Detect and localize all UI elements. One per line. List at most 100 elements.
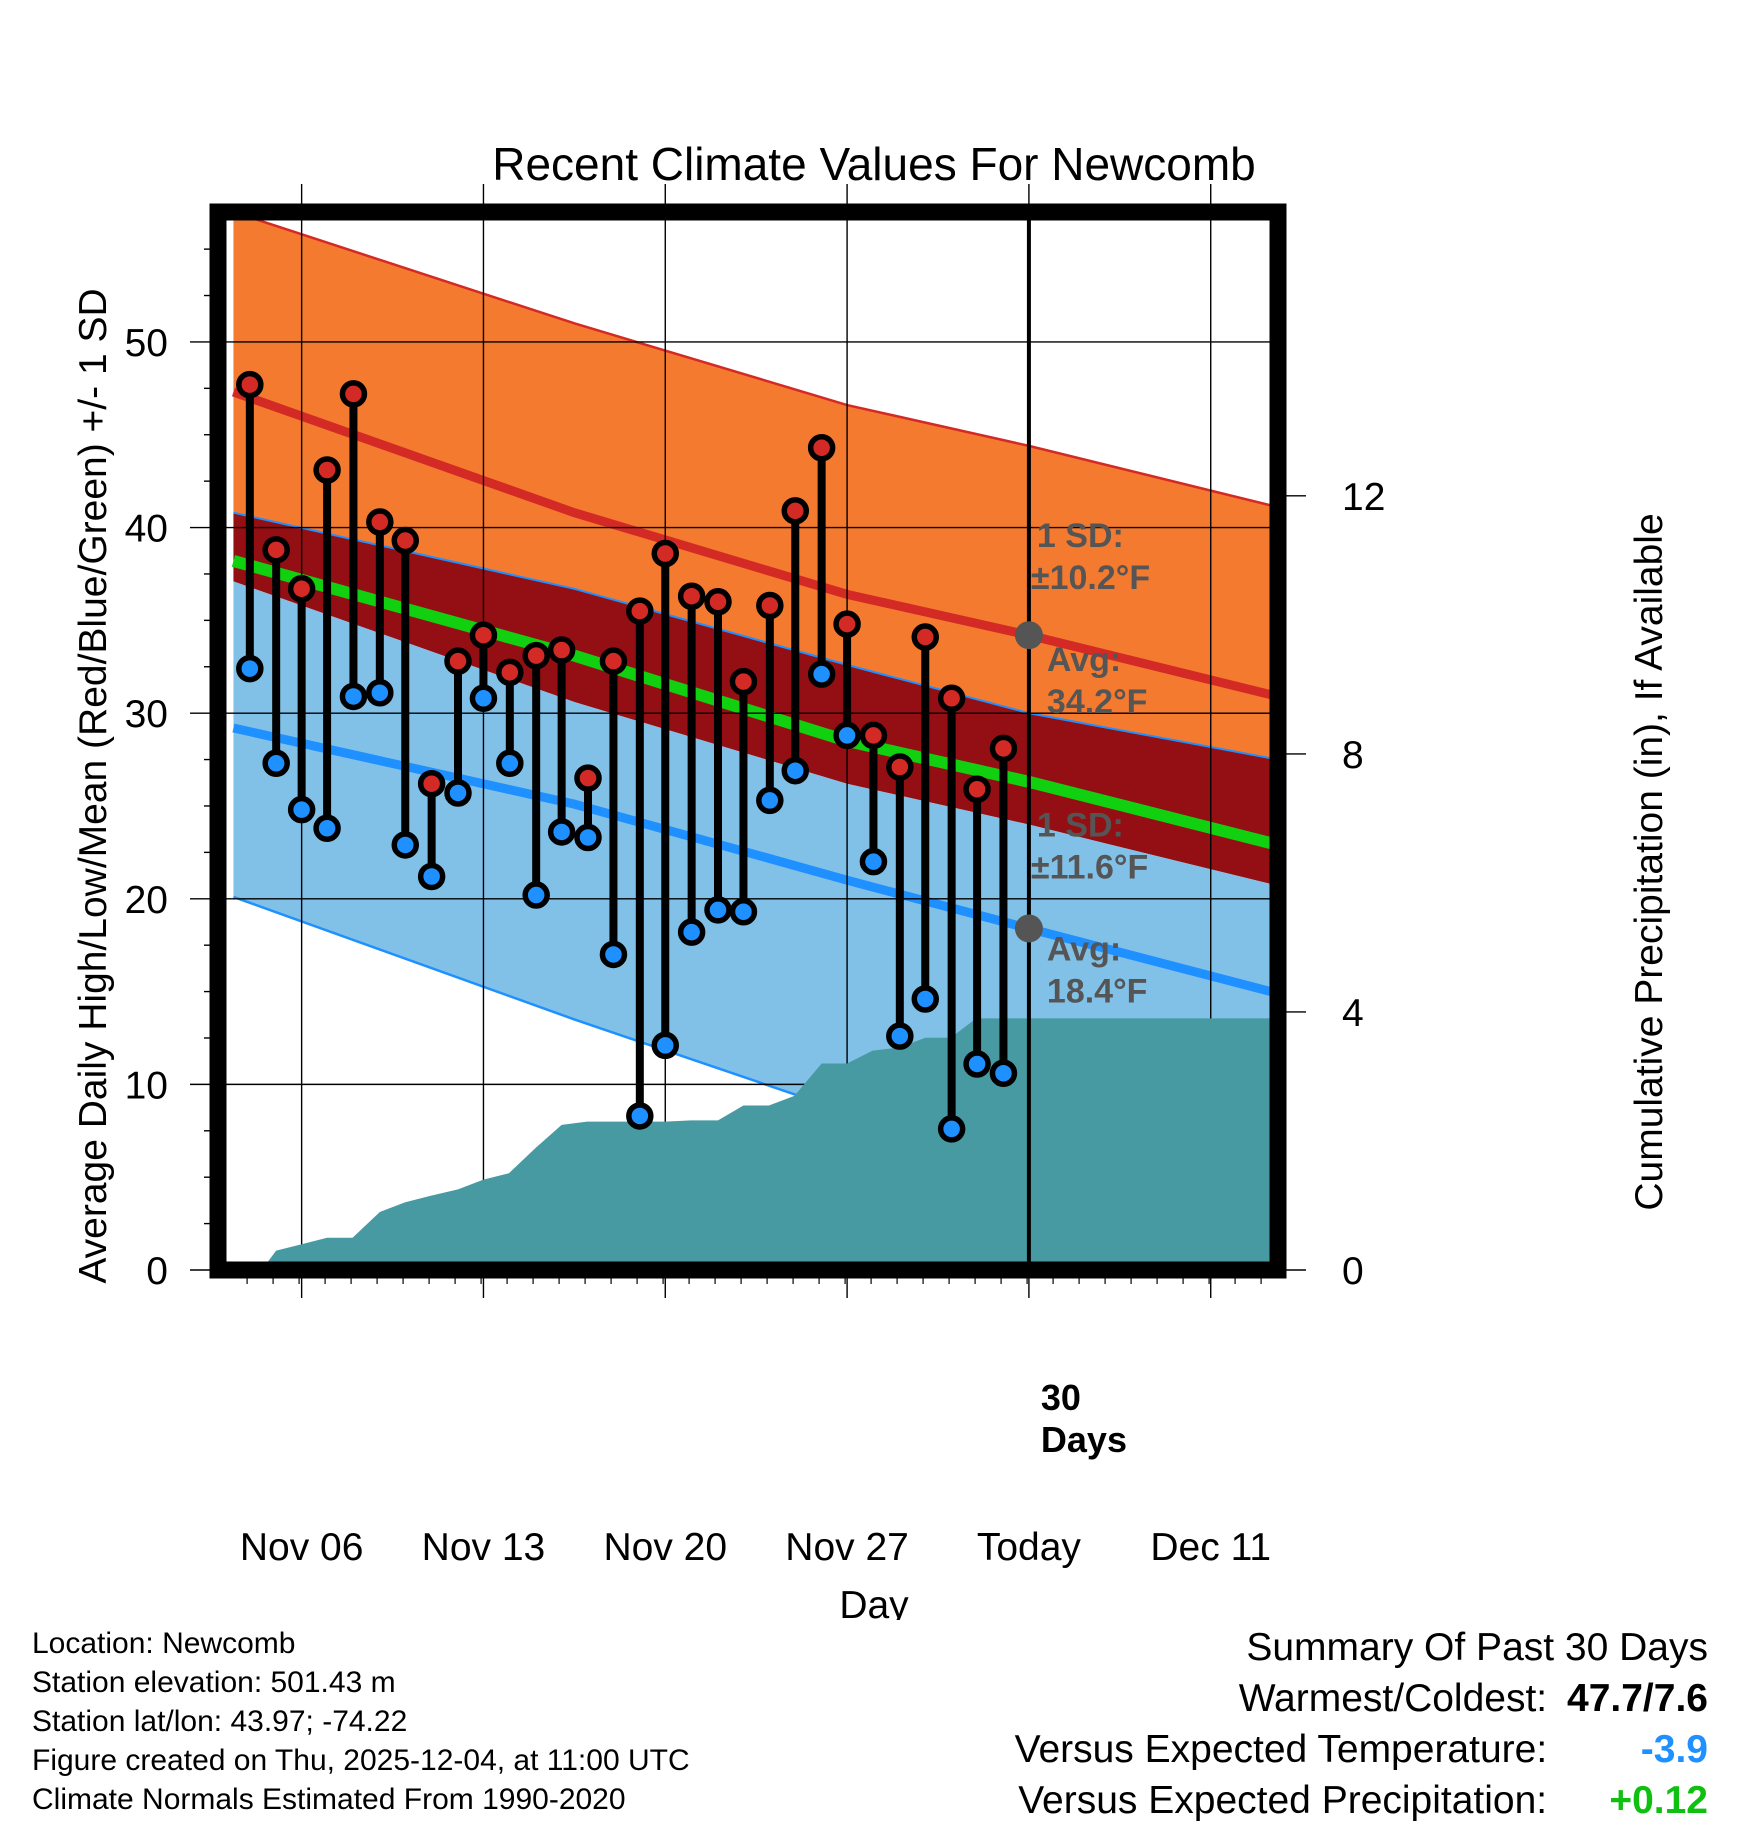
x-tick-label: Nov 27: [785, 1526, 909, 1569]
temp-value: -3.9: [1640, 1728, 1708, 1771]
daily-high-marker: [496, 658, 524, 687]
low-avg-value: 18.4°F: [1047, 972, 1148, 1010]
y2-tick-label: 8: [1342, 734, 1364, 777]
daily-high-marker: [651, 539, 680, 568]
plot-frame: [209, 203, 1287, 1279]
y2-tick-label: 0: [1342, 1250, 1364, 1293]
y2-tick-label: 4: [1342, 992, 1364, 1035]
daily-low-marker: [911, 985, 940, 1013]
daily-low-marker: [574, 823, 602, 852]
today-days-number: 30: [1041, 1377, 1081, 1418]
daily-high-marker: [287, 575, 316, 603]
daily-low-marker: [756, 786, 784, 815]
daily-low-marker: [287, 795, 316, 824]
daily-observations: [236, 370, 1018, 1143]
daily-low-marker: [522, 881, 550, 909]
overlap-band: [233, 512, 1278, 886]
daily-observation: [781, 497, 810, 785]
daily-low-marker: [704, 896, 732, 924]
daily-low-marker: [236, 654, 264, 683]
daily-high-marker: [599, 647, 628, 675]
low-average-dot: [1014, 914, 1043, 943]
daily-low-marker: [781, 756, 810, 785]
x-tick-label: Nov 06: [240, 1526, 364, 1569]
daily-low-marker: [886, 1022, 914, 1050]
y2-tick-label: 12: [1342, 476, 1385, 519]
daily-high-marker: [313, 456, 341, 484]
climate-chart: Recent Climate Values For Newcomb 30Days…: [72, 138, 1671, 1620]
daily-observation: [859, 721, 888, 876]
x-tick-label: Dec 11: [1150, 1526, 1271, 1569]
x-tick-label: Nov 13: [422, 1526, 546, 1569]
normals-text: Climate Normals Estimated From 1990-2020: [32, 1783, 626, 1816]
high-average-dot: [1014, 621, 1043, 650]
daily-low-marker: [366, 678, 394, 707]
summary-temp-row: Versus Expected Temperature: -3.9: [1015, 1724, 1708, 1775]
daily-high-marker: [677, 582, 706, 610]
daily-high-marker: [989, 734, 1018, 763]
daily-high-marker: [236, 370, 264, 399]
daily-low-marker: [963, 1050, 991, 1078]
low-sd-value: ±11.6°F: [1031, 848, 1148, 886]
daily-high-marker: [574, 764, 602, 792]
daily-high-marker: [886, 753, 914, 781]
daily-high-marker: [339, 380, 368, 408]
daily-observation: [522, 641, 550, 909]
daily-low-marker: [989, 1059, 1018, 1087]
daily-observation: [729, 667, 758, 926]
daily-low-marker: [469, 684, 498, 713]
warmest-coldest-value: 47.7/7.6: [1567, 1677, 1708, 1720]
daily-observation: [391, 526, 420, 859]
daily-low-marker: [262, 749, 290, 778]
daily-low-marker: [937, 1115, 966, 1143]
daily-low-marker: [496, 749, 524, 778]
daily-low-marker: [626, 1102, 654, 1130]
daily-high-marker: [626, 597, 654, 625]
daily-high-marker: [756, 591, 784, 620]
daily-observation: [366, 508, 394, 707]
summary-title: Summary Of Past 30 Days: [1246, 1626, 1708, 1669]
warmest-coldest-label: Warmest/Coldest:: [1238, 1677, 1548, 1720]
low-sd-label: 1 SD:: [1037, 806, 1124, 844]
daily-observation: [886, 753, 914, 1050]
daily-observation: [833, 610, 861, 750]
daily-observation: [756, 591, 784, 815]
latlon-text: Station lat/lon: 43.97; -74.22: [32, 1705, 408, 1738]
y-axis-label: Average Daily High/Low/Mean (Red/Blue/Gr…: [72, 288, 115, 1283]
station-info: Location: Newcomb Station elevation: 501…: [32, 1624, 690, 1819]
daily-observation: [547, 636, 576, 846]
summary-warmest-row: Warmest/Coldest: 47.7/7.6: [1015, 1673, 1708, 1724]
daily-high-marker: [417, 769, 446, 798]
daily-low-marker: [651, 1031, 680, 1060]
daily-high-marker: [444, 647, 472, 675]
daily-observation: [963, 775, 991, 1078]
precipitation-fill: [233, 1018, 1278, 1270]
daily-observation: [937, 684, 966, 1143]
high-avg-value: 34.2°F: [1047, 683, 1148, 721]
y-tick-label: 20: [125, 879, 168, 922]
x-tick-label: Today: [977, 1526, 1082, 1569]
daily-observation: [236, 370, 264, 683]
daily-high-marker: [859, 721, 888, 750]
precip-label: Versus Expected Precipitation:: [1018, 1779, 1548, 1822]
daily-observation: [287, 575, 316, 824]
daily-observation: [313, 456, 341, 842]
y2-axis-label: Cumulative Precipitation (in), If Availa…: [1628, 513, 1671, 1210]
daily-observation: [807, 433, 836, 688]
high-sd-label: 1 SD:: [1037, 517, 1124, 555]
daily-low-marker: [417, 862, 446, 891]
x-tick-label: Nov 20: [603, 1526, 727, 1569]
daily-high-marker: [366, 508, 394, 536]
daily-high-marker: [262, 536, 290, 564]
y-tick-label: 40: [125, 508, 168, 551]
y-tick-label: 50: [125, 322, 168, 365]
elevation-text: Station elevation: 501.43 m: [32, 1666, 396, 1699]
daily-high-marker: [729, 667, 758, 696]
precipitation-area: [233, 1018, 1278, 1270]
created-text: Figure created on Thu, 2025-12-04, at 11…: [32, 1744, 690, 1777]
daily-observation: [574, 764, 602, 852]
daily-observation: [599, 647, 628, 969]
x-axis-label: Day: [839, 1584, 909, 1620]
daily-low-marker: [729, 898, 758, 926]
